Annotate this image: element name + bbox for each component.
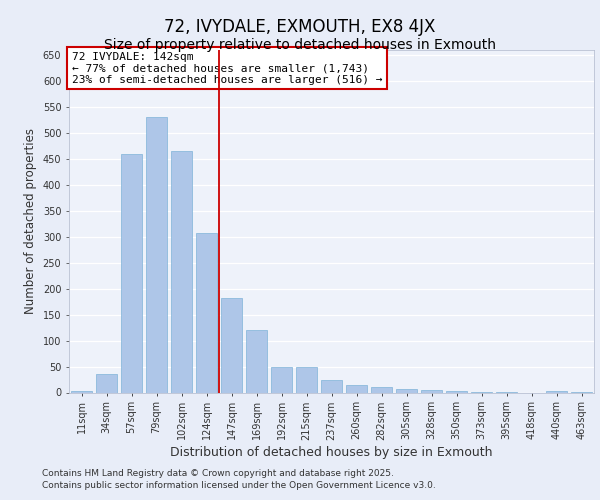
- Text: Contains HM Land Registry data © Crown copyright and database right 2025.: Contains HM Land Registry data © Crown c…: [42, 468, 394, 477]
- Text: Contains public sector information licensed under the Open Government Licence v3: Contains public sector information licen…: [42, 481, 436, 490]
- Bar: [246, 330, 267, 392]
- Bar: [346, 384, 367, 392]
- Text: 72 IVYDALE: 142sqm
← 77% of detached houses are smaller (1,743)
23% of semi-deta: 72 IVYDALE: 142sqm ← 77% of detached hou…: [71, 52, 382, 85]
- Text: Size of property relative to detached houses in Exmouth: Size of property relative to detached ho…: [104, 38, 496, 52]
- Bar: [221, 298, 242, 392]
- Bar: [271, 366, 292, 392]
- X-axis label: Distribution of detached houses by size in Exmouth: Distribution of detached houses by size …: [170, 446, 493, 460]
- Text: 72, IVYDALE, EXMOUTH, EX8 4JX: 72, IVYDALE, EXMOUTH, EX8 4JX: [164, 18, 436, 36]
- Bar: [146, 118, 167, 392]
- Bar: [371, 388, 392, 392]
- Bar: [196, 232, 217, 392]
- Bar: [296, 366, 317, 392]
- Bar: [171, 151, 192, 392]
- Bar: [421, 390, 442, 392]
- Bar: [321, 380, 342, 392]
- Bar: [121, 154, 142, 392]
- Bar: [96, 374, 117, 392]
- Y-axis label: Number of detached properties: Number of detached properties: [24, 128, 37, 314]
- Bar: [396, 389, 417, 392]
